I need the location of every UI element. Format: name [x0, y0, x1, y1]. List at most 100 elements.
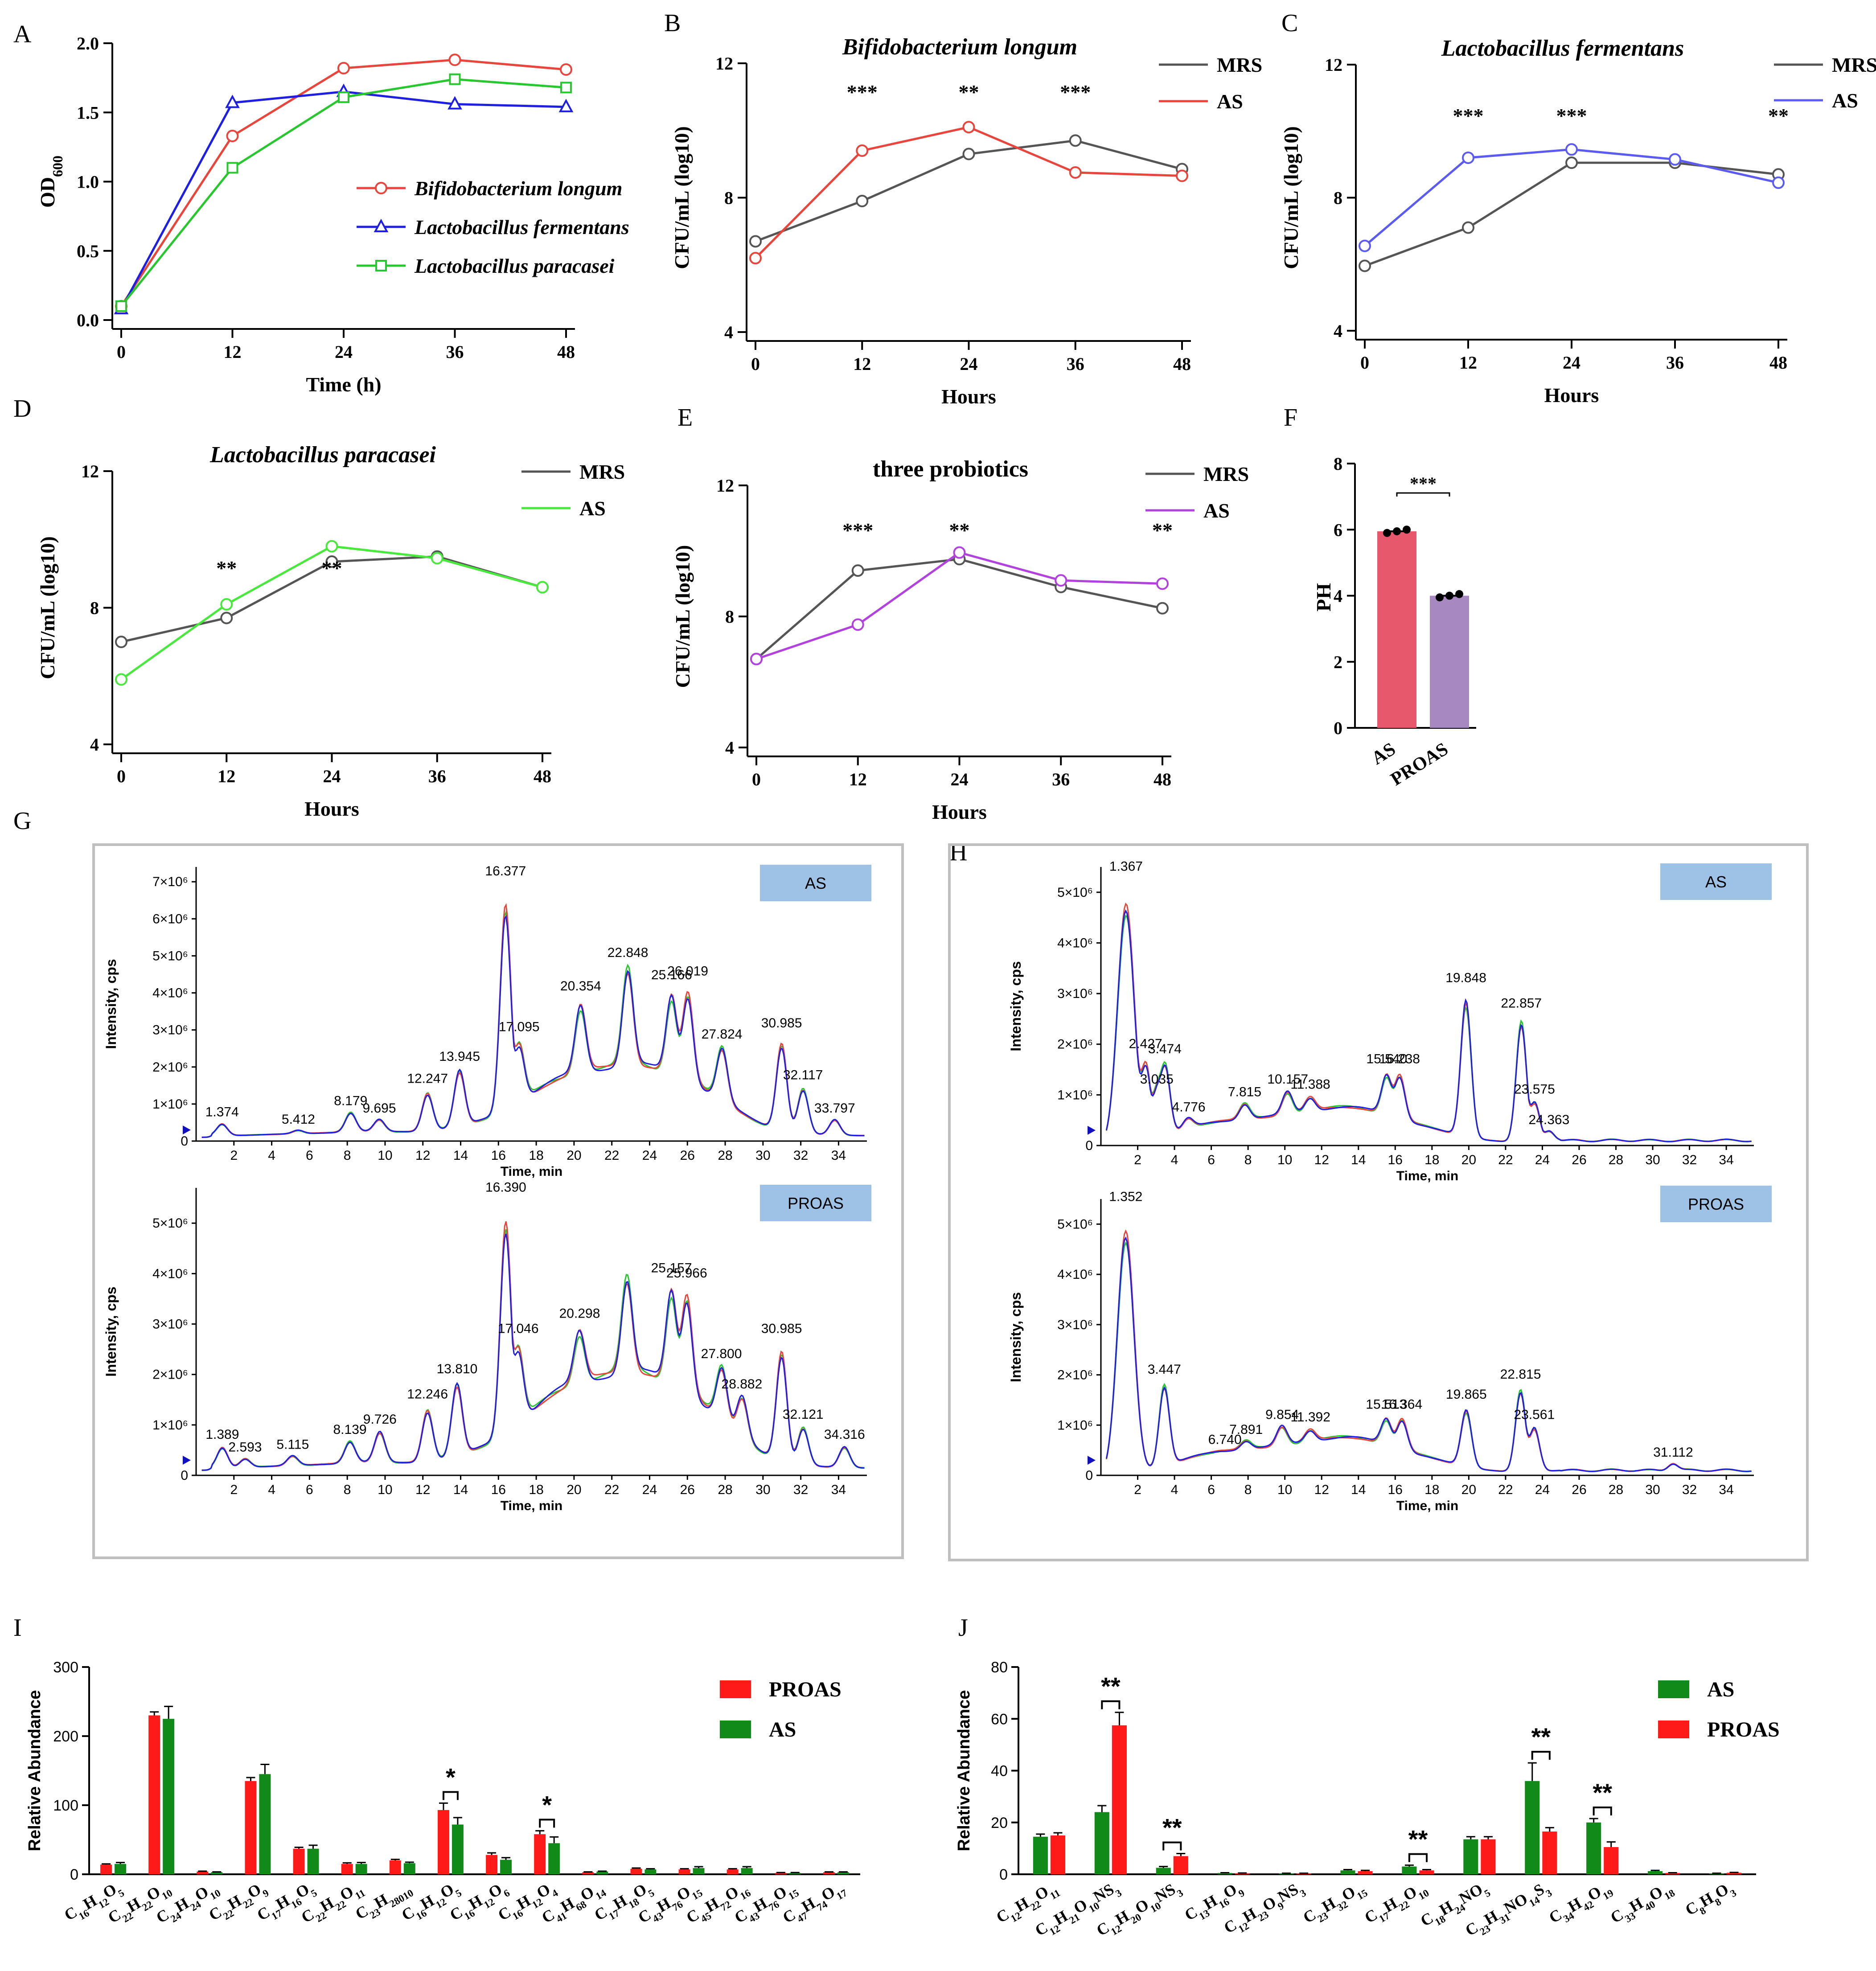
- x-tick-label: 20: [566, 1148, 581, 1163]
- x-tick-label: 22: [1498, 1482, 1513, 1497]
- significance-star: **: [949, 519, 970, 542]
- bar-proas: [1173, 1856, 1188, 1874]
- series-line-mrs: [1364, 161, 1779, 267]
- x-tick-label: 14: [1351, 1153, 1366, 1167]
- y-tick-label: 5×10⁶: [152, 1216, 188, 1231]
- bar-as: [693, 1868, 705, 1874]
- significance-bracket: [1593, 1807, 1612, 1816]
- legend-label: AS: [1203, 499, 1230, 522]
- y-axis-label-sub: 600: [49, 156, 66, 177]
- peak-label: 27.824: [702, 1027, 743, 1042]
- significance-star: ***: [1410, 473, 1437, 493]
- data-point: [1772, 176, 1785, 189]
- significance-bracket: [442, 1791, 459, 1800]
- x-tick-label: 2: [230, 1482, 238, 1497]
- peak-label: 1.374: [205, 1105, 239, 1119]
- panel-label-D: D: [13, 395, 31, 423]
- x-tick-label: 24: [323, 766, 341, 786]
- y-tick-label: 4×10⁶: [1057, 936, 1093, 950]
- y-tick-label: 80: [991, 1659, 1008, 1676]
- chart-title: three probiotics: [873, 456, 1028, 482]
- legend-marker: [374, 218, 389, 232]
- peak-label: 32.121: [783, 1407, 824, 1422]
- peak-label: 15.540: [1366, 1052, 1407, 1067]
- bar-proas: [582, 1872, 594, 1874]
- y-tick-label: 1×10⁶: [152, 1097, 188, 1112]
- peak-label: 24.363: [1529, 1113, 1570, 1127]
- significance-bracket: [1408, 1853, 1428, 1862]
- x-tick-label: 28: [718, 1148, 732, 1163]
- x-tick-label: 0: [752, 769, 761, 789]
- y-tick-label: 4: [1334, 321, 1342, 341]
- bar-as: [1033, 1836, 1048, 1874]
- peak-label: 9.726: [363, 1412, 397, 1427]
- bar-proas: [100, 1864, 112, 1874]
- y-tick-label: 0.0: [77, 310, 99, 330]
- x-tick-label: 0: [117, 342, 126, 362]
- x-tick-label: 26: [680, 1482, 695, 1497]
- axis-arrow-icon: [183, 1125, 191, 1135]
- axis-arrow-icon: [1088, 1125, 1096, 1135]
- series-line-as: [755, 126, 1182, 259]
- data-point: [226, 162, 238, 174]
- bar-as: [1156, 1868, 1171, 1874]
- bar-as: [115, 1864, 127, 1874]
- data-point: [1383, 529, 1391, 537]
- peak-label: 8.139: [333, 1422, 367, 1437]
- panel-label-C: C: [1281, 9, 1298, 37]
- legend-swatch: [720, 1721, 751, 1738]
- peak-label: 1.367: [1109, 859, 1143, 874]
- peak-label: 5.115: [276, 1437, 309, 1452]
- x-tick-label: 34: [831, 1148, 846, 1163]
- legend-label: Lactobacillus fermentans: [414, 216, 629, 238]
- x-tick-label: 16: [1388, 1153, 1403, 1167]
- x-category-label: C8H8O3: [1682, 1877, 1738, 1922]
- y-tick-label: 2: [1334, 652, 1342, 672]
- y-axis-label-main: OD: [36, 177, 59, 208]
- trace-blue: [201, 915, 865, 1138]
- y-tick-label: 20: [991, 1815, 1008, 1831]
- bar-as: [452, 1824, 464, 1874]
- y-tick-label: 0: [1334, 718, 1342, 738]
- y-tick-label: 200: [53, 1728, 78, 1745]
- series-line-mrs: [755, 558, 1163, 660]
- y-axis-label: Intensity, cps: [103, 1286, 119, 1376]
- bar-as: [163, 1719, 175, 1874]
- significance-star: *: [446, 1763, 456, 1791]
- data-point: [558, 99, 574, 112]
- data-point: [1455, 590, 1463, 598]
- peak-label: 10.157: [1267, 1072, 1308, 1087]
- bar-proas: [1604, 1847, 1619, 1874]
- data-point: [851, 564, 864, 577]
- data-point: [1393, 527, 1401, 535]
- data-point: [749, 252, 762, 265]
- x-tick-label: 8: [1244, 1482, 1252, 1497]
- y-tick-label: 1×10⁶: [1057, 1088, 1093, 1102]
- x-tick-label: 32: [1682, 1153, 1697, 1167]
- bar-proas: [148, 1715, 160, 1874]
- bar-proas: [1112, 1725, 1127, 1874]
- y-tick-label: 5×10⁶: [152, 949, 188, 963]
- bar-proas: [1050, 1835, 1066, 1874]
- x-tick-label: 18: [529, 1482, 543, 1497]
- formula-part: 14: [594, 1887, 608, 1901]
- bar-as: [211, 1872, 223, 1874]
- x-tick-label: 0: [117, 766, 126, 786]
- bar-as: [500, 1860, 512, 1874]
- x-tick-label: 4: [268, 1482, 275, 1497]
- x-category-label: C17H22O10: [1362, 1877, 1431, 1930]
- x-tick-label: 30: [755, 1148, 770, 1163]
- x-tick-label: 8: [344, 1482, 351, 1497]
- x-tick-label: 36: [1666, 353, 1684, 373]
- bar-proas: [437, 1810, 449, 1874]
- bar-proas: [197, 1871, 209, 1874]
- x-tick-label: 24: [642, 1148, 657, 1163]
- sample-label-box: [1660, 863, 1772, 900]
- x-category-label: C33H40O18: [1607, 1877, 1677, 1930]
- x-tick-label: 48: [1154, 769, 1171, 789]
- x-tick-label: 24: [951, 769, 969, 789]
- x-tick-label: 30: [755, 1482, 770, 1497]
- formula-part: 19: [1601, 1887, 1615, 1902]
- x-tick-label: 16: [1388, 1482, 1403, 1497]
- formula-part: 11: [1048, 1887, 1062, 1902]
